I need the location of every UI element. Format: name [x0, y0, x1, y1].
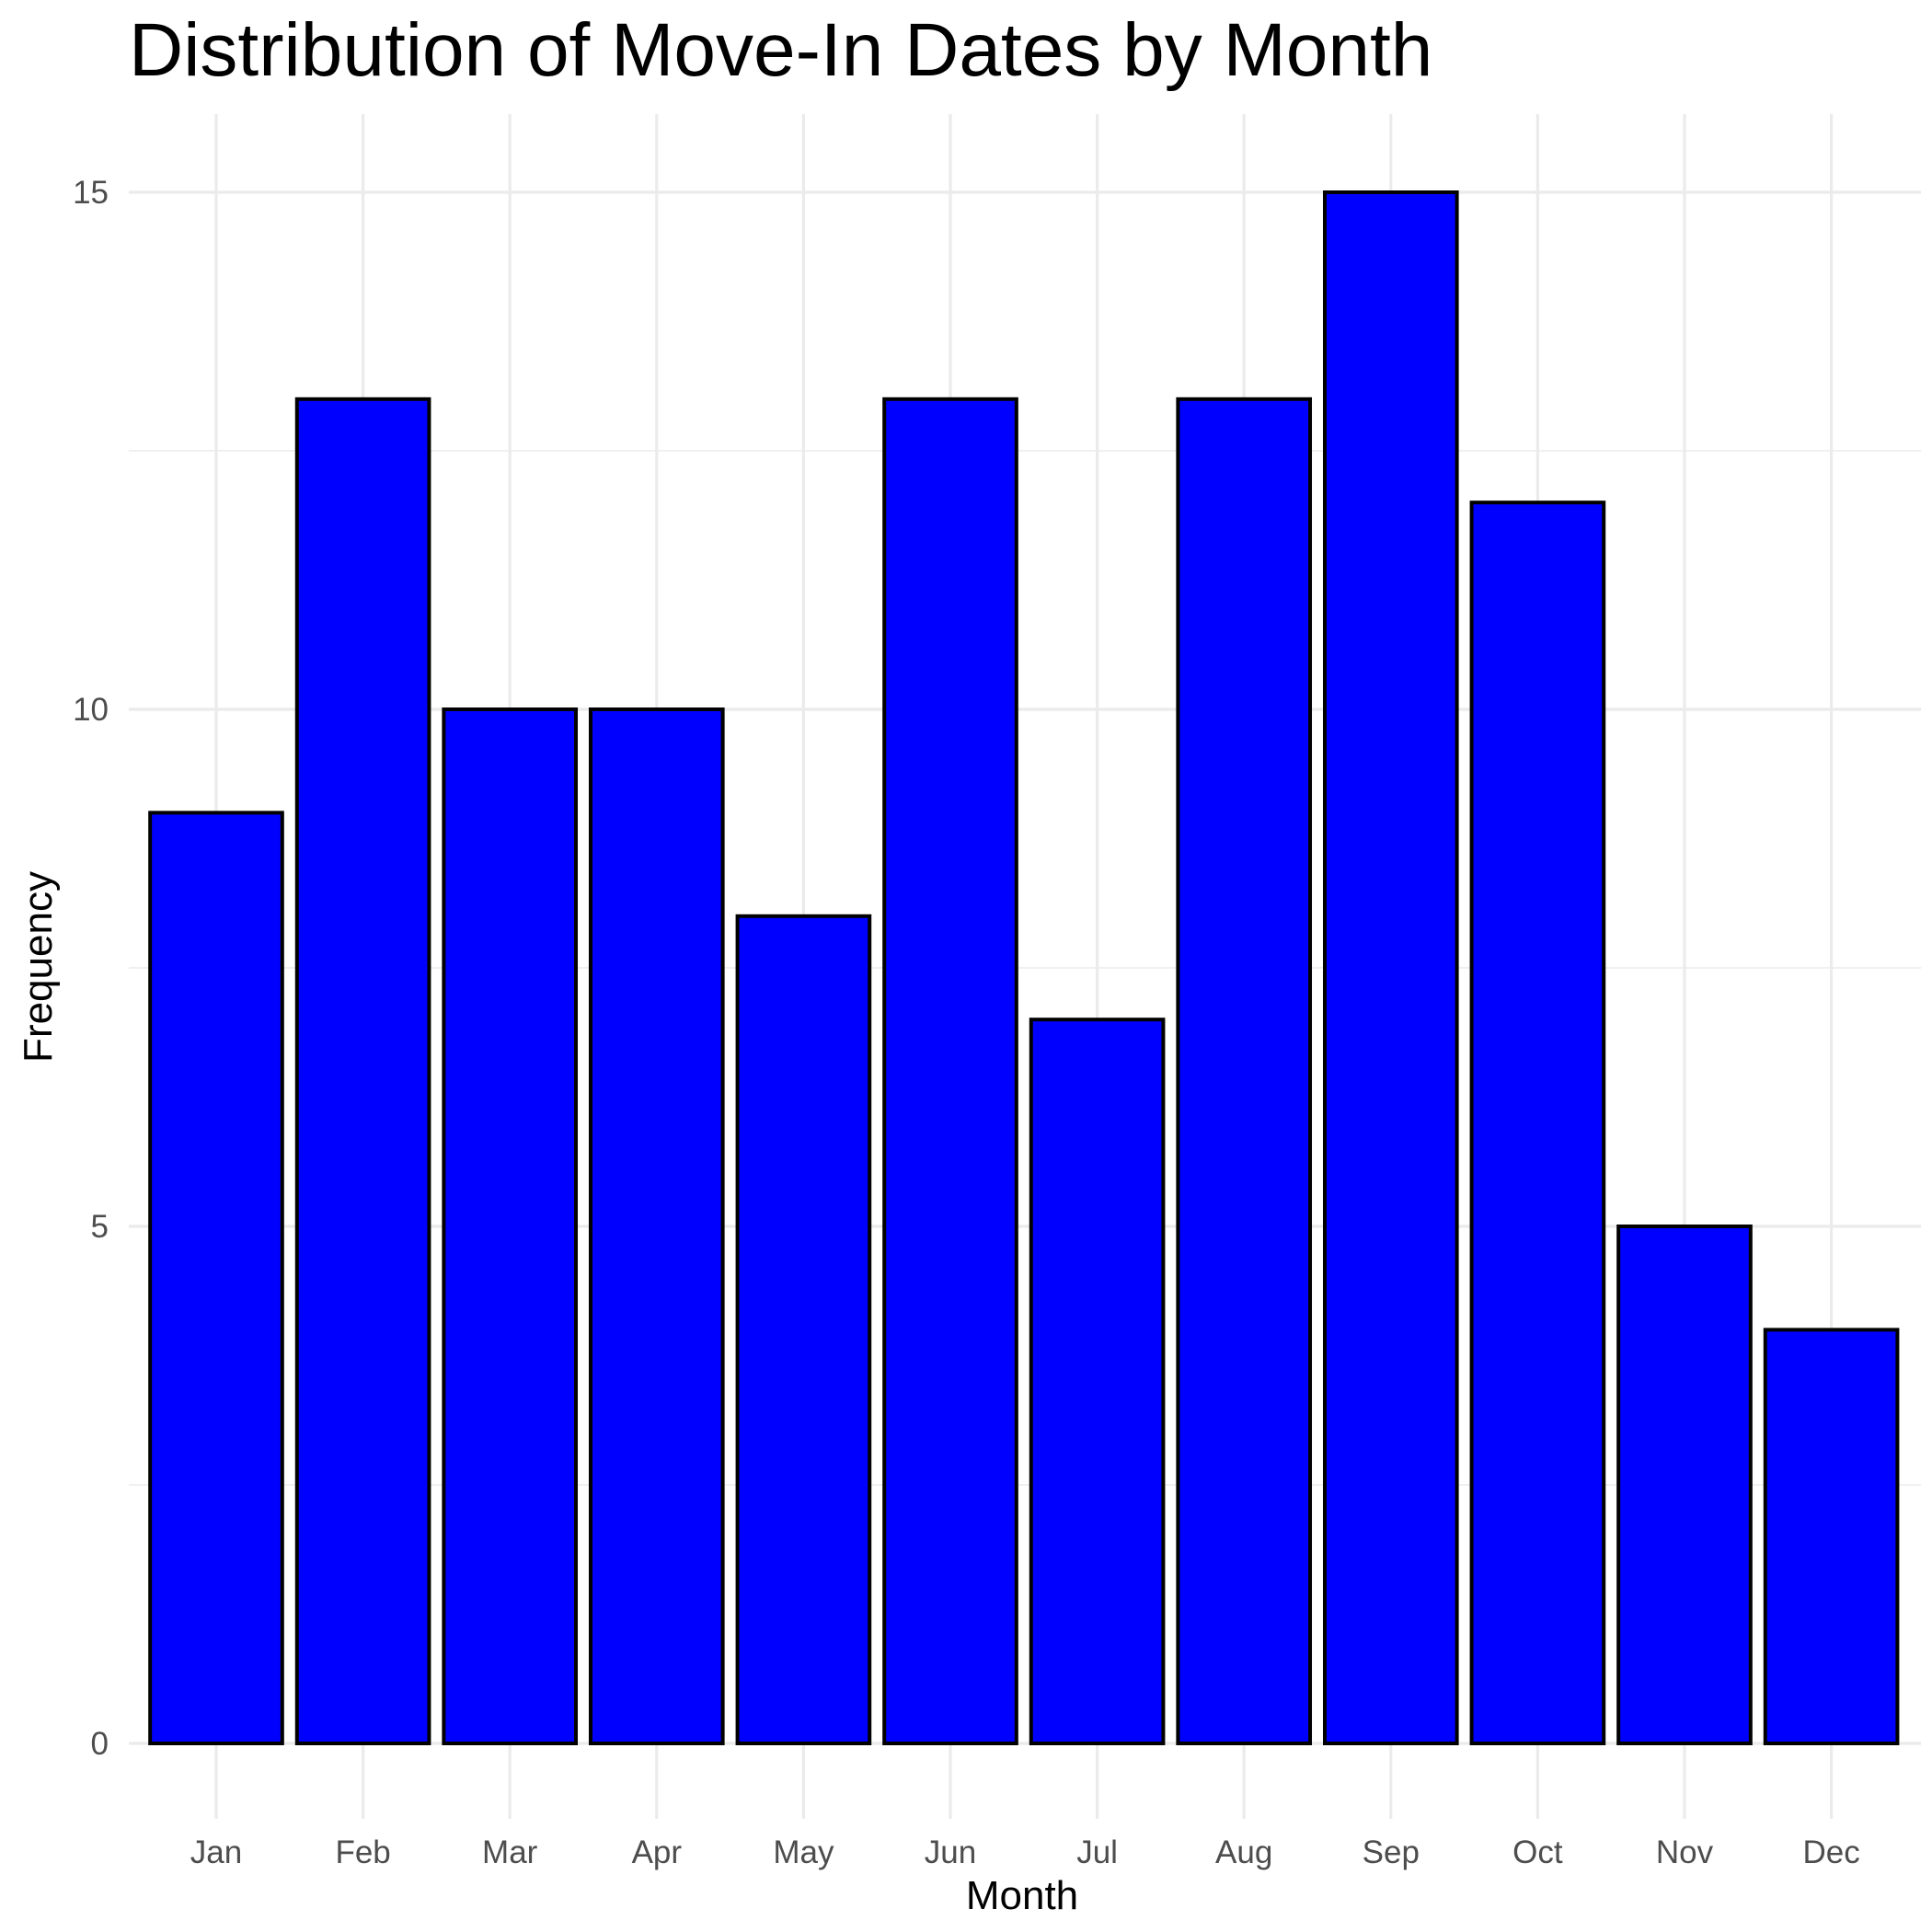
y-axis-title: Frequency	[16, 871, 61, 1063]
x-axis-title: Month	[966, 1873, 1078, 1918]
bar-feb	[294, 397, 431, 1745]
x-tick-label: Aug	[1215, 1834, 1272, 1870]
x-tick-label: Jul	[1076, 1834, 1118, 1870]
bar-nov	[1616, 1225, 1753, 1745]
bar-oct	[1469, 500, 1606, 1746]
bar-sep	[1322, 190, 1459, 1745]
x-tick-label: Oct	[1512, 1834, 1563, 1870]
x-tick-label: Jun	[925, 1834, 976, 1870]
bar-mar	[442, 707, 579, 1745]
bar-jul	[1029, 1018, 1166, 1745]
bar-jan	[148, 811, 284, 1745]
y-tick-label: 15	[73, 175, 109, 211]
bar-apr	[588, 707, 725, 1745]
bar-jun	[882, 397, 1018, 1745]
x-tick-label: Apr	[632, 1834, 683, 1870]
x-tick-label: Nov	[1656, 1834, 1714, 1870]
chart-title: Distribution of Move-In Dates by Month	[129, 8, 1432, 92]
x-tick-label: Dec	[1802, 1834, 1859, 1870]
bars	[148, 190, 1900, 1746]
x-tick-label: Sep	[1363, 1834, 1420, 1870]
y-tick-label: 0	[91, 1726, 109, 1762]
x-axis-ticks: Jan Feb Mar Apr May Jun Jul Aug Sep Oct Nov Dec	[190, 1834, 1860, 1870]
x-tick-label: May	[773, 1834, 834, 1870]
y-tick-label: 10	[73, 692, 109, 728]
x-tick-label: Jan	[190, 1834, 242, 1870]
x-tick-label: Feb	[335, 1834, 390, 1870]
bar-may	[735, 914, 872, 1745]
x-tick-label: Mar	[482, 1834, 538, 1870]
y-tick-label: 5	[91, 1209, 109, 1245]
bar-dec	[1763, 1328, 1900, 1746]
y-axis-ticks: 0 5 10 15	[73, 175, 109, 1762]
bar-aug	[1176, 397, 1313, 1745]
